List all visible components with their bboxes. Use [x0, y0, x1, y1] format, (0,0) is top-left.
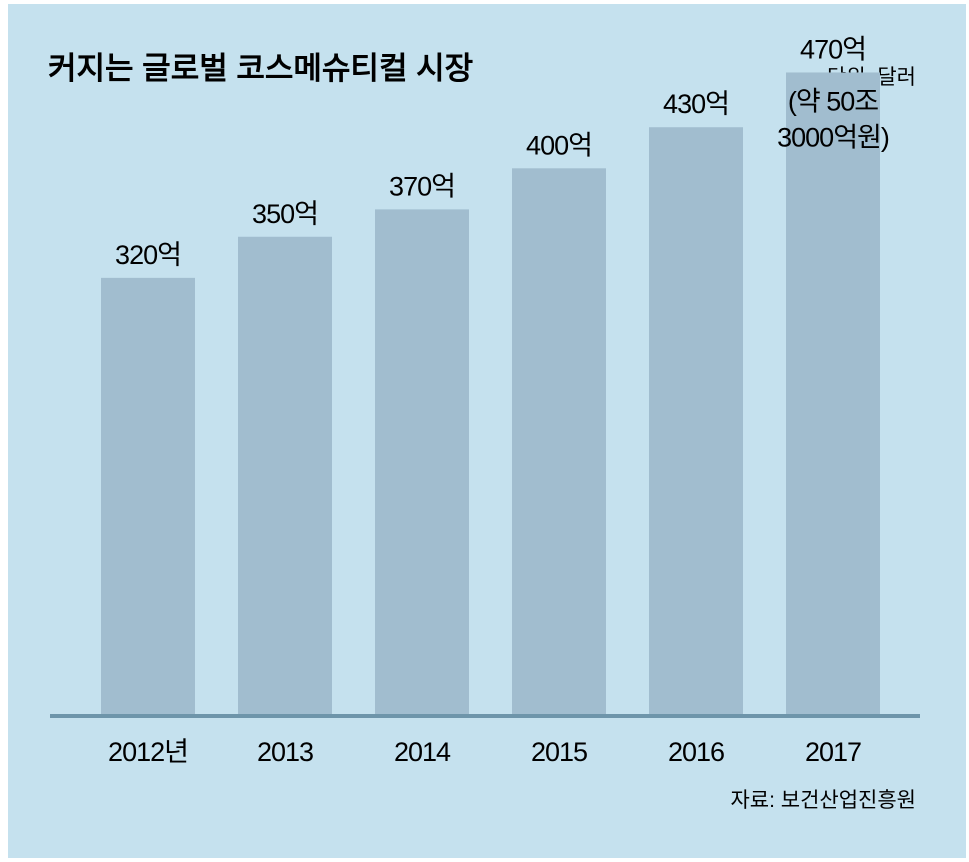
category-label: 2016 — [668, 737, 724, 767]
bar-2014 — [375, 209, 469, 716]
bars-group — [101, 72, 880, 717]
category-label: 2013 — [257, 737, 313, 767]
value-label: 470억 — [800, 34, 866, 64]
bar-2017 — [786, 72, 880, 716]
bar-2016 — [649, 127, 743, 716]
labels-group: 320억 2012년 350억 2013 370억 2014 400억 2015 430억 201… — [108, 34, 890, 767]
chart-title: 커지는 글로벌 코스메슈티컬 시장 — [48, 51, 473, 86]
value-label: 370억 — [389, 171, 455, 201]
bar-2013 — [238, 236, 332, 716]
category-label: 2014 — [394, 737, 451, 767]
chart-panel: 커지는 글로벌 코스메슈티컬 시장 단위: 달러 320억2012년350억20… — [8, 4, 966, 858]
category-label: 2017 — [805, 737, 861, 767]
annotation-line: (약 50조 — [788, 86, 878, 116]
bar-2012년 — [101, 277, 195, 716]
bar-2015 — [512, 168, 606, 717]
category-label: 2015 — [531, 737, 587, 767]
source-note: 자료: 보건산업진흥원 — [730, 789, 916, 812]
value-label: 350억 — [252, 199, 318, 229]
category-label: 2012년 — [108, 737, 188, 767]
bar-chart: 커지는 글로벌 코스메슈티컬 시장 단위: 달러 320억2012년350억20… — [48, 34, 920, 812]
annotation-line: 3000억원) — [777, 122, 889, 152]
value-label: 400억 — [526, 130, 592, 160]
value-label: 430억 — [663, 89, 729, 119]
value-label: 320억 — [115, 240, 181, 270]
